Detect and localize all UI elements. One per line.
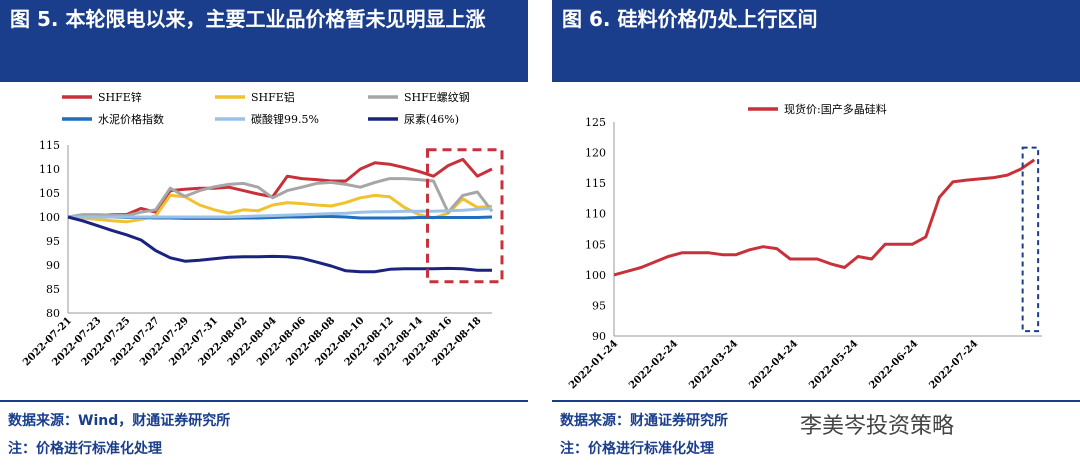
x-tick-label: 2022-07-24: [927, 338, 980, 391]
x-tick-label: 2022-01-24: [567, 338, 620, 391]
series-line-2: [67, 177, 494, 219]
figure5-title: 图 5. 本轮限电以来，主要工业品价格暂未见明显上涨: [0, 0, 528, 82]
y-tick-label: 120: [585, 147, 606, 160]
y-tick-label: 115: [585, 177, 606, 190]
y-tick-label: 80: [46, 307, 60, 320]
y-tick-label: 95: [592, 299, 606, 312]
figure6-divider: [552, 400, 1080, 402]
figure5-source: 数据来源：Wind，财通证券研究所: [8, 413, 231, 429]
x-tick-label: 2022-03-24: [687, 338, 740, 391]
series-line-4: [68, 206, 493, 219]
y-tick-label: 105: [585, 238, 606, 251]
figure6-chart: 现货价:国产多晶硅料 90 95 100 105 110 115 120 125 2022-01-…: [567, 102, 1042, 391]
figure5-note: 注：价格进行标准化处理: [8, 441, 162, 457]
figure6-note: 注：价格进行标准化处理: [560, 441, 714, 457]
y-tick-label: 105: [39, 187, 60, 200]
series-line-1: [67, 193, 493, 224]
x-tick-label: 2022-04-24: [747, 338, 800, 391]
watermark: 李美岑投资策略: [800, 414, 955, 439]
series-line-5: [67, 215, 492, 274]
series-line-0: [67, 157, 493, 219]
y-tick-label: 100: [585, 269, 606, 282]
series-line: [613, 158, 1036, 277]
figure6-title: 图 6. 硅料价格仍处上行区间: [552, 0, 1080, 82]
y-tick-label: 90: [592, 330, 606, 343]
y-tick-label: 115: [39, 139, 60, 152]
y-tick-label: 95: [46, 235, 60, 248]
x-tick-label: 2022-06-24: [867, 338, 920, 391]
figure6-panel: 图 6. 硅料价格仍处上行区间 现货价:国产多晶硅料 90 95 100 105 110 1…: [552, 0, 1080, 468]
x-tick-label: 2022-02-24: [627, 338, 680, 391]
y-tick-label: 110: [39, 163, 60, 176]
x-tick-label: 2022-05-24: [807, 338, 860, 391]
highlight-box: [1021, 146, 1040, 333]
y-tick-label: 85: [46, 283, 60, 296]
figure6-source: 数据来源：财通证券研究所: [560, 413, 728, 429]
highlight-box: [426, 148, 504, 284]
figure5-panel: 图 5. 本轮限电以来，主要工业品价格暂未见明显上涨 SHFE锌 SHFE铝 SHF…: [0, 0, 528, 468]
legend-label-1: SHFE铝: [251, 90, 295, 104]
legend-label-5: 尿素(46%): [404, 113, 459, 126]
legend-label-2: SHFE螺纹钢: [404, 90, 470, 104]
y-tick-label: 125: [585, 116, 606, 129]
y-tick-label: 100: [39, 211, 60, 224]
x-tick-label: 2022-07-21: [21, 315, 74, 368]
legend-label: 现货价:国产多晶硅料: [784, 102, 887, 116]
y-tick-label: 90: [46, 259, 60, 272]
legend-label-3: 水泥价格指数: [98, 112, 164, 126]
figure5-divider: [0, 400, 528, 402]
legend-label-0: SHFE锌: [98, 90, 142, 104]
legend-label-4: 碳酸锂99.5%: [251, 112, 319, 126]
y-tick-label: 110: [585, 208, 606, 221]
